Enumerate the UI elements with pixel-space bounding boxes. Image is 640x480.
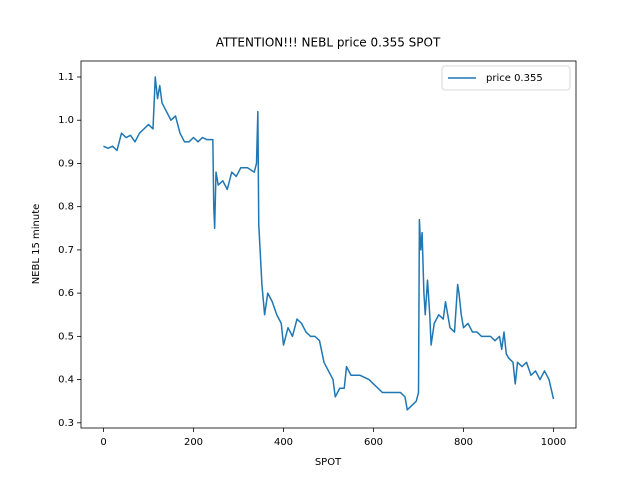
x-tick-label: 400 — [274, 437, 293, 448]
y-tick-label: 0.3 — [58, 418, 74, 429]
x-tick-label: 800 — [454, 437, 473, 448]
y-tick-label: 0.6 — [58, 288, 74, 299]
x-tick-label: 200 — [184, 437, 203, 448]
x-tick-label: 600 — [364, 437, 383, 448]
axes-frame — [80, 60, 577, 429]
y-axis-label: NEBL 15 minute — [31, 204, 42, 285]
chart-title: ATTENTION!!! NEBL price 0.355 SPOT — [216, 36, 441, 50]
line-series — [103, 76, 555, 411]
y-tick-label: 0.4 — [58, 375, 74, 386]
y-tick-label: 0.7 — [58, 245, 74, 256]
x-axis-label: SPOT — [315, 457, 342, 468]
legend-box — [441, 65, 571, 91]
y-tick-label: 0.8 — [58, 202, 74, 213]
x-tick-label: 0 — [100, 437, 106, 448]
y-tick-label: 0.9 — [58, 158, 74, 169]
legend-label: price 0.355 — [486, 73, 543, 84]
y-tick-label: 1.0 — [58, 115, 74, 126]
y-tick-label: 0.5 — [58, 331, 74, 342]
y-tick-label: 1.1 — [58, 72, 74, 83]
x-tick-label: 1000 — [541, 437, 566, 448]
